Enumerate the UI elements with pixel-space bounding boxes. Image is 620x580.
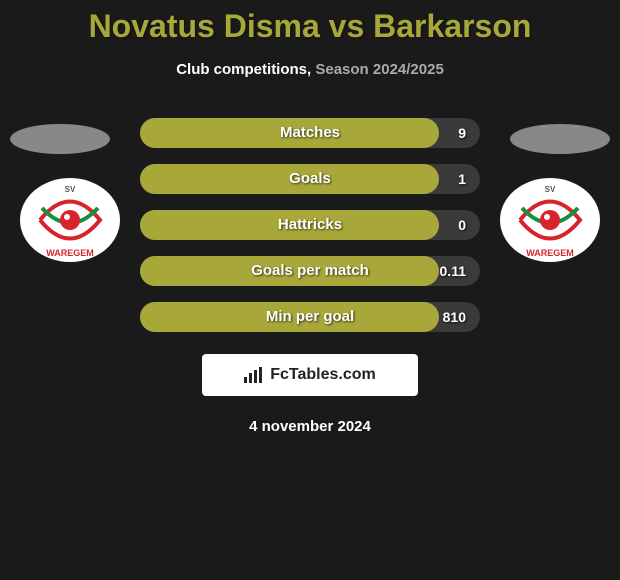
stat-row: Matches9 [140,118,480,148]
svg-text:WAREGEM: WAREGEM [526,248,574,258]
bar-chart-icon [244,367,264,383]
svg-text:WAREGEM: WAREGEM [46,248,94,258]
stat-row: Goals per match0.11 [140,256,480,286]
stat-row: Goals1 [140,164,480,194]
attribution-text: FcTables.com [270,366,376,384]
stat-row: Hattricks0 [140,210,480,240]
svg-text:SV: SV [65,185,76,194]
svg-text:SV: SV [545,185,556,194]
stat-label: Goals per match [140,256,480,286]
subtitle-suffix: Season 2024/2025 [311,61,444,78]
stat-row: Min per goal810 [140,302,480,332]
stat-value: 9 [458,118,466,148]
attribution-badge: FcTables.com [202,354,418,396]
club-badge-left: WAREGEM SV [20,178,120,262]
page-title: Novatus Disma vs Barkarson [0,0,620,45]
subtitle-prefix: Club competitions, [176,61,311,78]
stat-value: 0 [458,210,466,240]
stat-value: 0.11 [440,256,466,286]
stat-value: 810 [443,302,466,332]
club-logo-icon: WAREGEM SV [20,178,120,262]
stat-label: Min per goal [140,302,480,332]
club-logo-icon: WAREGEM SV [500,178,600,262]
stat-value: 1 [458,164,466,194]
subtitle: Club competitions, Season 2024/2025 [0,45,620,78]
stat-label: Matches [140,118,480,148]
player-shadow-left [10,124,110,154]
player-shadow-right [510,124,610,154]
stat-label: Hattricks [140,210,480,240]
stat-label: Goals [140,164,480,194]
club-badge-right: WAREGEM SV [500,178,600,262]
date-text: 4 november 2024 [0,418,620,435]
